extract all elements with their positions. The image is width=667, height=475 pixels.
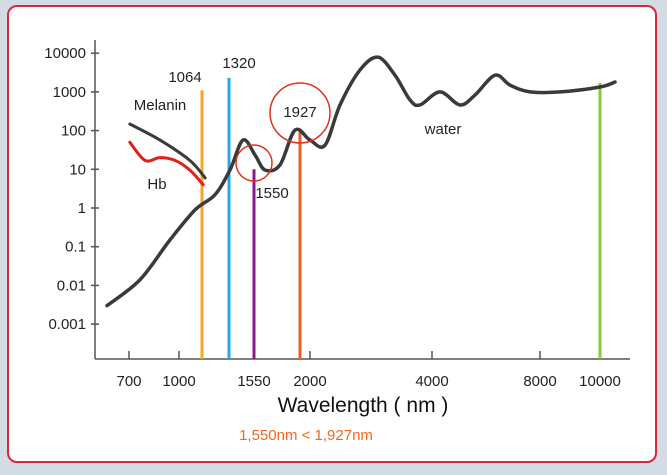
y-tick-label: 10000	[44, 45, 86, 62]
highlight-circle-1927	[269, 82, 331, 144]
chart-card	[7, 5, 657, 463]
x-tick-label: 1550	[237, 373, 270, 390]
label-1927: 1927	[283, 104, 316, 121]
label-1550: 1550	[255, 185, 288, 202]
x-tick-label: 8000	[523, 373, 556, 390]
x-tick-label: 2000	[293, 373, 326, 390]
y-tick-label: 100	[61, 123, 86, 140]
x-tick-label: 10000	[579, 373, 621, 390]
x-tick-label: 700	[116, 373, 141, 390]
y-tick-label: 0.001	[48, 316, 86, 333]
y-tick-label: 10	[69, 161, 86, 178]
x-tick-label: 1000	[162, 373, 195, 390]
label-1320: 1320	[222, 55, 255, 72]
comparison-note: 1,550nm < 1,927nm	[239, 427, 373, 444]
label-water: water	[424, 121, 462, 138]
x-tick-label: 4000	[415, 373, 448, 390]
series-water	[105, 55, 617, 308]
series-hb	[128, 140, 205, 187]
y-tick-label: 0.01	[57, 277, 86, 294]
y-tick-label: 0.1	[65, 239, 86, 256]
x-axis-label: Wavelength ( nm )	[278, 394, 449, 417]
label-1064: 1064	[168, 69, 201, 86]
y-tick-label: 1000	[53, 84, 86, 101]
highlight-circle-1550	[235, 144, 273, 182]
label-melanin: Melanin	[134, 97, 187, 114]
series-melanin	[128, 122, 207, 180]
label-hb: Hb	[147, 176, 166, 193]
y-tick-label: 1	[78, 200, 86, 217]
